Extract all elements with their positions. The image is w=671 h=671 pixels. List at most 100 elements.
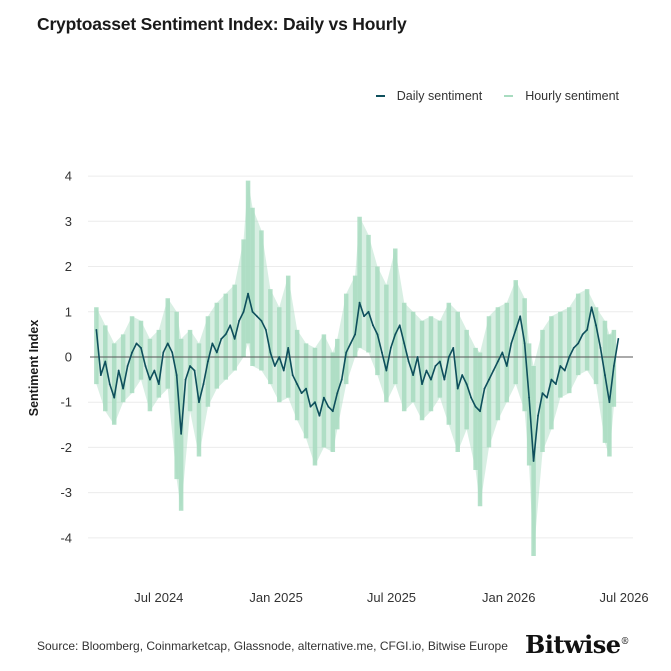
daily-sentiment-point <box>135 342 138 345</box>
daily-sentiment-point <box>296 383 299 386</box>
daily-sentiment-point <box>140 347 142 349</box>
daily-sentiment-point <box>211 342 214 345</box>
daily-sentiment-point <box>117 369 120 372</box>
daily-sentiment-point <box>198 401 200 404</box>
daily-sentiment-point <box>113 396 116 399</box>
daily-sentiment-point <box>309 405 312 408</box>
daily-sentiment-point <box>550 378 553 381</box>
daily-sentiment-point <box>537 414 539 417</box>
daily-sentiment-point <box>608 401 611 404</box>
y-tick-label: 2 <box>65 259 72 274</box>
daily-sentiment-point <box>514 328 517 331</box>
daily-sentiment-point <box>336 392 339 395</box>
daily-sentiment-point <box>376 333 379 336</box>
y-tick-label: 0 <box>65 349 72 364</box>
daily-sentiment-point <box>99 374 102 376</box>
daily-sentiment-point <box>523 342 526 345</box>
daily-sentiment-point <box>380 351 383 354</box>
daily-sentiment-point <box>488 378 490 381</box>
daily-sentiment-point <box>554 383 557 386</box>
daily-sentiment-point <box>599 347 602 349</box>
daily-sentiment-point <box>559 365 562 367</box>
daily-sentiment-point <box>505 365 508 367</box>
daily-sentiment-point <box>501 351 504 354</box>
daily-sentiment-point <box>215 351 218 354</box>
daily-sentiment-point <box>363 315 365 318</box>
chart-title: Cryptoasset Sentiment Index: Daily vs Ho… <box>37 14 407 34</box>
daily-sentiment-point <box>461 374 464 376</box>
x-tick-label: Jul 2024 <box>134 590 183 605</box>
daily-sentiment-point <box>327 405 330 408</box>
daily-sentiment-point <box>595 324 597 327</box>
daily-sentiment-point <box>568 356 571 358</box>
daily-sentiment-point <box>349 342 352 345</box>
daily-sentiment-point <box>430 378 432 381</box>
daily-sentiment-point <box>398 324 401 327</box>
daily-sentiment-point <box>532 460 535 462</box>
daily-sentiment-point <box>577 342 580 345</box>
daily-sentiment-point <box>189 365 191 367</box>
daily-sentiment-point <box>291 374 294 376</box>
x-tick-label: Jan 2025 <box>249 590 303 605</box>
daily-sentiment-point <box>287 347 290 349</box>
y-tick-label: 1 <box>65 304 72 319</box>
daily-sentiment-point <box>153 369 156 372</box>
daily-sentiment-point <box>581 333 584 336</box>
daily-sentiment-point <box>122 387 125 390</box>
y-tick-label: -2 <box>60 440 72 455</box>
daily-sentiment-point <box>314 401 316 404</box>
daily-sentiment-point <box>345 351 348 354</box>
daily-sentiment-point <box>403 342 406 345</box>
daily-sentiment-point <box>162 351 165 354</box>
daily-sentiment-point <box>229 324 232 327</box>
daily-sentiment-point <box>586 328 589 331</box>
legend-swatch-daily <box>375 95 385 97</box>
daily-sentiment-point <box>407 360 410 363</box>
daily-sentiment-point <box>149 378 151 381</box>
y-tick-label: -4 <box>60 530 72 545</box>
daily-sentiment-point <box>251 310 254 313</box>
daily-sentiment-point <box>354 333 357 336</box>
daily-sentiment-point <box>372 324 374 327</box>
daily-sentiment-point <box>278 356 281 358</box>
daily-sentiment-point <box>617 337 620 340</box>
daily-sentiment-point <box>438 360 441 363</box>
daily-sentiment-point <box>394 333 397 336</box>
daily-sentiment-point <box>479 410 481 413</box>
daily-sentiment-line <box>95 292 620 462</box>
y-tick-label: 4 <box>65 169 72 184</box>
hourly-sentiment-band <box>96 180 614 556</box>
daily-sentiment-point <box>256 315 258 318</box>
daily-sentiment-point <box>166 342 169 345</box>
chart-legend: Daily sentiment Hourly sentiment <box>375 89 619 103</box>
daily-sentiment-point <box>157 383 160 386</box>
source-note: Source: Bloomberg, Coinmarketcap, Glassn… <box>37 639 508 653</box>
daily-sentiment-point <box>300 392 303 395</box>
daily-sentiment-point <box>389 347 392 349</box>
daily-sentiment-point <box>456 387 459 390</box>
daily-sentiment-point <box>220 337 223 340</box>
daily-sentiment-point <box>604 374 606 376</box>
daily-sentiment-point <box>590 306 593 309</box>
daily-sentiment-point <box>126 365 129 367</box>
daily-sentiment-point <box>175 374 178 376</box>
daily-sentiment-point <box>144 365 147 367</box>
brand-registered-mark: ® <box>620 637 630 647</box>
daily-sentiment-point <box>269 351 272 354</box>
daily-sentiment-point <box>483 387 486 390</box>
daily-sentiment-point <box>510 342 513 345</box>
daily-sentiment-point <box>340 378 343 381</box>
daily-sentiment-point <box>465 383 468 386</box>
legend-item-daily: Daily sentiment <box>375 89 483 103</box>
daily-sentiment-point <box>331 410 334 413</box>
daily-sentiment-point <box>265 328 267 331</box>
daily-sentiment-point <box>541 392 544 395</box>
x-tick-label: Jul 2025 <box>367 590 416 605</box>
daily-sentiment-point <box>233 337 236 340</box>
daily-sentiment-point <box>546 396 548 399</box>
daily-sentiment-point <box>443 378 446 381</box>
legend-label-daily: Daily sentiment <box>396 89 483 103</box>
daily-sentiment-point <box>238 319 241 322</box>
y-tick-label: -1 <box>60 395 72 410</box>
daily-sentiment-point <box>367 310 370 313</box>
